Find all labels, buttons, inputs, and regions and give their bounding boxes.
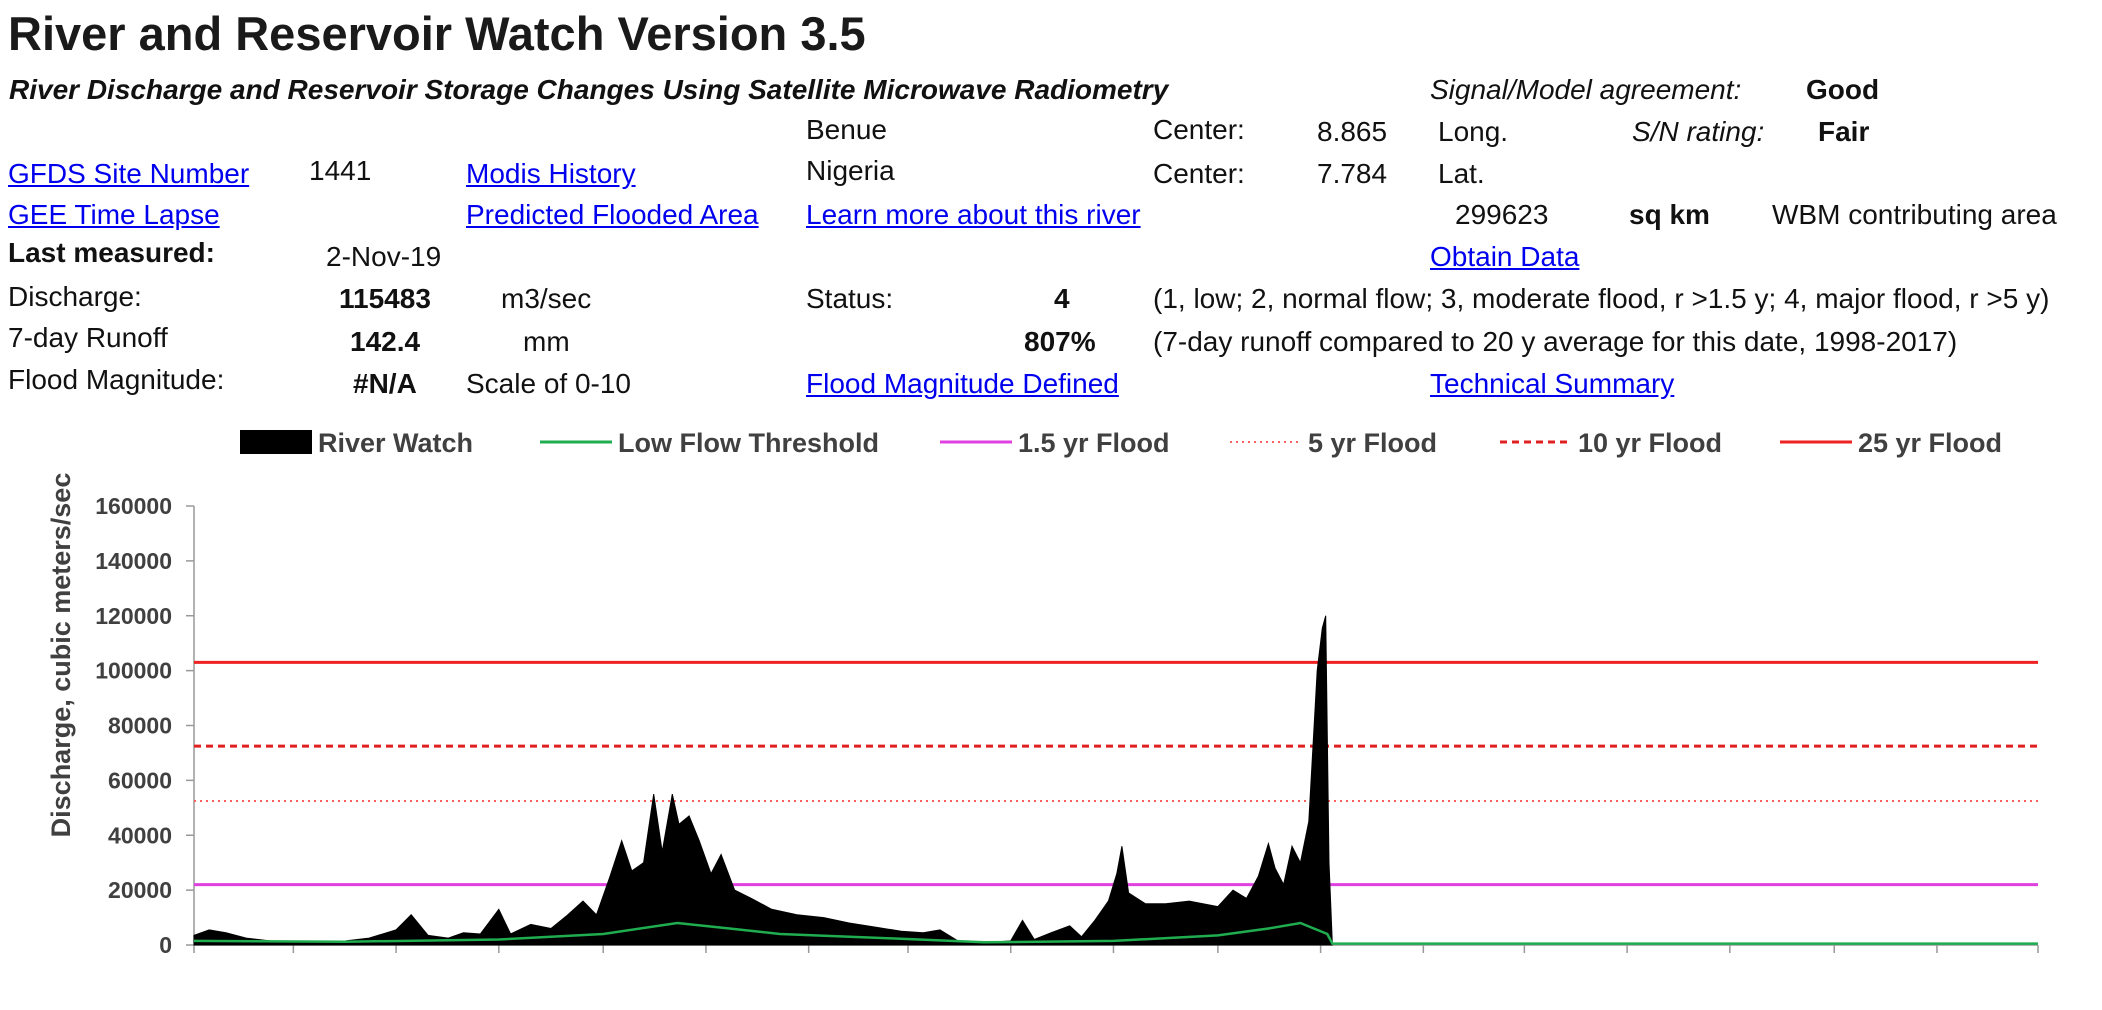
legend-label: River Watch	[318, 428, 473, 458]
contributing-area-unit: sq km	[1629, 199, 1710, 230]
legend-label: 25 yr Flood	[1858, 428, 2002, 458]
river-name: Benue	[806, 114, 887, 145]
page-subtitle: River Discharge and Reservoir Storage Ch…	[9, 74, 1169, 105]
y-tick-label: 160000	[95, 493, 172, 519]
y-axis-label: Discharge, cubic meters/sec	[46, 473, 76, 838]
legend-label: 1.5 yr Flood	[1018, 428, 1170, 458]
x-tick-label: 11/1/18	[668, 966, 744, 970]
runoff-value: 142.4	[350, 326, 421, 357]
flood-magnitude-value: #N/A	[353, 368, 417, 399]
country-name: Nigeria	[806, 155, 895, 186]
modis-history-link[interactable]: Modis History	[466, 158, 636, 189]
chart-series	[193, 615, 2038, 946]
obtain-data-link[interactable]: Obtain Data	[1430, 241, 1580, 272]
center-long-value: 8.865	[1317, 116, 1388, 147]
sn-rating-label: S/N rating:	[1632, 116, 1765, 147]
legend-label: 5 yr Flood	[1308, 428, 1437, 458]
signal-agreement-value: Good	[1806, 74, 1880, 105]
x-tick-label: 9/1/20	[1802, 966, 1866, 970]
x-tick-label: 5/1/20	[1595, 966, 1659, 970]
last-measured-date: 2-Nov-19	[326, 241, 442, 272]
runoff-unit: mm	[523, 326, 570, 357]
low-flow-line	[193, 921, 2038, 945]
contributing-area-label: WBM contributing area	[1772, 199, 2057, 230]
legend-label: Low Flow Threshold	[618, 428, 879, 458]
y-tick-label: 60000	[108, 767, 172, 793]
discharge-chart: River Watch Low Flow Threshold 1.5 yr Floo…	[46, 428, 2039, 970]
y-tick-label: 100000	[95, 658, 172, 684]
predicted-flooded-area-link[interactable]: Predicted Flooded Area	[466, 199, 759, 230]
y-tick-label: 140000	[95, 548, 172, 574]
center-long-axis: Long.	[1438, 116, 1509, 147]
legend-swatch-river-watch	[240, 430, 312, 454]
x-tick-label: 3/1/20	[1492, 966, 1556, 970]
center-lat-label: Center:	[1153, 158, 1245, 189]
x-tick-label: 1/1/20	[1391, 966, 1455, 970]
x-tick-label: 11/1/20	[1899, 966, 1974, 970]
runoff-label: 7-day Runoff	[8, 322, 168, 353]
center-lat-value: 7.784	[1317, 158, 1388, 189]
center-lat-axis: Lat.	[1438, 158, 1485, 189]
learn-more-river-link[interactable]: Learn more about this river	[806, 199, 1141, 230]
flood-magnitude-defined-link[interactable]: Flood Magnitude Defined	[806, 368, 1119, 399]
chart-axes: 0 20000 40000 60000 80000 100000 120000 140000 1…	[95, 493, 2039, 970]
x-tick-label: 7/1/19	[1081, 966, 1145, 970]
y-tick-label: 40000	[108, 822, 172, 848]
x-tick-label: 7/1/18	[467, 966, 531, 970]
chart-legend: River Watch Low Flow Threshold 1.5 yr Floo…	[240, 428, 2002, 458]
x-tick-label: 5/1/19	[979, 966, 1043, 970]
y-tick-label: 0	[159, 932, 172, 958]
discharge-unit: m3/sec	[501, 283, 592, 314]
runoff-note: (7-day runoff compared to 20 y average f…	[1153, 326, 1958, 357]
last-measured-label: Last measured:	[8, 237, 215, 268]
x-tick-label: 1/1/19	[777, 966, 841, 970]
x-tick-label: 5/1/18	[364, 966, 428, 970]
technical-summary-link[interactable]: Technical Summary	[1430, 368, 1675, 399]
runoff-percent: 807%	[1024, 326, 1096, 357]
gee-time-lapse-link[interactable]: GEE Time Lapse	[8, 199, 220, 230]
x-tick-label: 11/1/19	[1283, 966, 1358, 970]
contributing-area-value: 299623	[1455, 199, 1549, 230]
page-title: River and Reservoir Watch Version 3.5	[8, 7, 866, 60]
status-legend: (1, low; 2, normal flow; 3, moderate flo…	[1153, 283, 2050, 314]
x-tick-label: 3/1/19	[876, 966, 940, 970]
river-watch-area	[193, 615, 1333, 946]
discharge-value: 115483	[339, 283, 431, 314]
sn-rating-value: Fair	[1818, 116, 1870, 147]
x-tick-label: 7/1/20	[1698, 966, 1762, 970]
legend-label: 10 yr Flood	[1578, 428, 1722, 458]
discharge-label: Discharge:	[8, 281, 142, 312]
y-tick-label: 120000	[95, 603, 172, 629]
x-tick-label: 1/1/18	[162, 966, 226, 970]
x-tick-label: 9/1/18	[571, 966, 635, 970]
signal-agreement-label: Signal/Model agreement:	[1430, 74, 1742, 105]
flood-magnitude-scale: Scale of 0-10	[466, 368, 631, 399]
center-long-label: Center:	[1153, 114, 1245, 145]
status-value: 4	[1054, 283, 1070, 314]
x-tick-label: 3/1/18	[261, 966, 325, 970]
status-label: Status:	[806, 283, 894, 314]
y-tick-label: 80000	[108, 713, 172, 739]
x-tick-label: 9/1/19	[1186, 966, 1250, 970]
flood-magnitude-label: Flood Magnitude:	[8, 364, 225, 395]
gfds-site-number-link[interactable]: GFDS Site Number	[8, 158, 250, 189]
y-tick-label: 20000	[108, 877, 172, 903]
site-number: 1441	[309, 155, 372, 186]
